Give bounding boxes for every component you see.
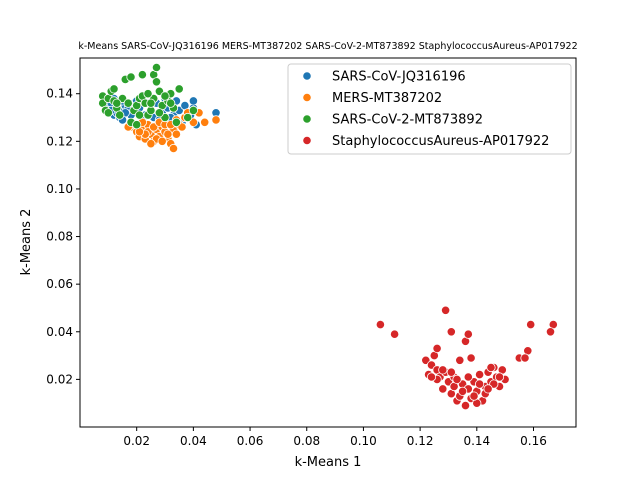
legend-marker	[302, 135, 312, 146]
y-tick-label: 0.04	[46, 325, 73, 339]
x-tick-label: 0.16	[520, 434, 547, 448]
legend-marker	[302, 92, 312, 103]
data-point	[455, 355, 465, 365]
data-point	[440, 305, 451, 315]
legend-marker	[302, 71, 312, 81]
x-tick-label: 0.06	[237, 434, 264, 448]
data-point	[137, 70, 147, 80]
data-point	[171, 129, 181, 139]
data-point	[112, 98, 122, 108]
data-point	[115, 110, 125, 120]
y-axis-label: k-Means 2	[19, 209, 34, 276]
data-point	[183, 112, 193, 123]
data-point	[463, 329, 473, 339]
data-point	[460, 400, 471, 411]
data-point	[375, 319, 385, 330]
data-point	[432, 343, 442, 353]
data-point	[474, 379, 485, 389]
data-point	[166, 98, 176, 108]
data-point	[126, 72, 136, 82]
data-point	[163, 129, 173, 139]
x-tick-label: 0.02	[123, 434, 150, 448]
x-tick-label: 0.10	[350, 434, 377, 448]
y-tick-label: 0.12	[46, 134, 73, 148]
x-axis-ticks: 0.02 0.04 0.06 0.08 0.10 0.12 0.14 0.16	[123, 427, 547, 448]
x-tick-label: 0.08	[293, 434, 320, 448]
data-point	[438, 365, 448, 375]
data-point	[466, 353, 476, 363]
data-point	[143, 89, 153, 99]
x-tick-label: 0.12	[407, 434, 434, 448]
data-point	[151, 62, 162, 73]
y-tick-label: 0.06	[46, 277, 73, 291]
data-point	[426, 372, 437, 382]
legend: SARS-CoV-JQ316196 MERS-MT387202 SARS-CoV-2…	[287, 63, 572, 155]
data-point	[134, 110, 145, 120]
legend-label: StaphylococcusAureus-AP017922	[332, 134, 549, 149]
legend-label: SARS-CoV-JQ316196	[332, 70, 466, 85]
legend-marker	[302, 114, 312, 124]
data-point	[463, 372, 473, 382]
data-point	[483, 384, 493, 394]
data-point	[188, 96, 198, 106]
data-point	[494, 372, 505, 382]
data-point	[132, 120, 142, 130]
data-point	[389, 329, 400, 339]
y-tick-label: 0.10	[46, 182, 73, 196]
data-point	[211, 115, 221, 125]
plot-frame	[79, 57, 577, 428]
data-point	[469, 391, 479, 401]
data-point	[157, 136, 167, 146]
legend-label: MERS-MT387202	[332, 91, 442, 106]
x-tick-label: 0.04	[180, 434, 207, 448]
data-point	[154, 108, 164, 118]
legend-box	[287, 63, 572, 155]
x-axis-label: k-Means 1	[295, 455, 362, 470]
points-layer	[98, 62, 558, 411]
data-point	[446, 327, 456, 337]
data-point	[146, 139, 156, 149]
y-tick-label: 0.02	[46, 372, 73, 386]
data-point	[520, 353, 530, 363]
data-point	[160, 91, 170, 101]
data-point	[452, 374, 462, 384]
data-point	[171, 117, 181, 127]
data-point	[474, 369, 485, 380]
data-point	[188, 105, 198, 116]
data-point	[486, 362, 496, 373]
data-point	[103, 108, 113, 118]
data-point	[457, 386, 468, 396]
data-point	[446, 367, 456, 377]
data-point	[109, 84, 119, 94]
data-point	[123, 98, 133, 108]
y-tick-label: 0.14	[46, 87, 73, 101]
data-point	[438, 384, 448, 394]
y-tick-label: 0.08	[46, 230, 73, 244]
data-point	[151, 77, 162, 87]
data-point	[168, 143, 179, 154]
data-point	[200, 117, 210, 127]
data-point	[146, 98, 156, 108]
data-point	[545, 327, 556, 337]
legend-label: SARS-CoV-2-MT873892	[332, 113, 483, 128]
y-axis-ticks: 0.02 0.04 0.06 0.08 0.10 0.12 0.14	[46, 87, 80, 386]
data-point	[526, 319, 536, 330]
x-tick-label: 0.14	[463, 434, 490, 448]
data-point	[174, 84, 184, 94]
chart-title: k-Means SARS-CoV-JQ316196 MERS-MT387202 …	[78, 41, 577, 52]
